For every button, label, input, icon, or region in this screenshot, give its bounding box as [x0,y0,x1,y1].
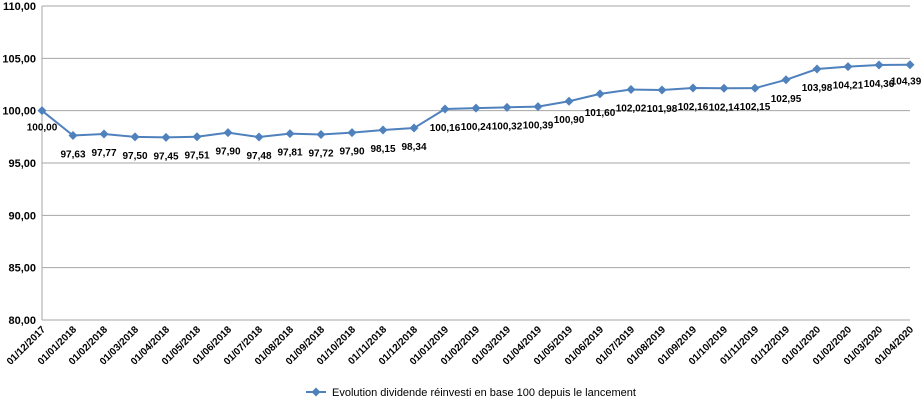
data-point [874,60,884,70]
data-point [626,85,636,95]
data-label: 100,00 [27,123,58,134]
data-point [843,62,853,72]
data-label: 98,34 [401,142,426,153]
data-label: 97,72 [308,149,333,160]
data-point [130,132,140,142]
x-axis-ticks: 01/12/201701/01/201801/02/201801/03/2018… [5,324,916,367]
data-label: 98,15 [370,144,395,155]
data-label: 104,36 [864,79,895,90]
y-tick-label: 110,00 [3,1,36,13]
data-label: 102,16 [678,102,709,113]
data-label: 97,51 [184,151,209,162]
data-point [595,89,605,99]
data-point [316,130,326,140]
data-label: 102,14 [709,102,740,113]
data-point [37,106,47,116]
data-point [471,103,481,113]
data-point [192,132,202,142]
gridlines [42,5,910,321]
data-point [719,83,729,93]
data-label: 97,63 [60,149,85,160]
data-label: 102,15 [740,102,771,113]
data-point [409,123,419,133]
data-point [781,75,791,85]
data-label: 100,90 [554,115,585,126]
data-label: 97,90 [339,147,364,158]
data-label: 101,60 [585,108,616,119]
legend-entry: Evolution dividende réinvesti en base 10… [332,387,636,399]
data-label: 97,50 [122,151,147,162]
data-point [564,96,574,106]
data-labels: 100,00 97,63 97,77 97,50 97,45 97,51 97,90 97,4… [27,77,921,163]
y-tick-label: 85,00 [8,263,36,275]
y-tick-label: 100,00 [2,106,36,118]
data-label: 97,90 [215,147,240,158]
data-label: 102,02 [616,104,647,115]
data-point [688,83,698,93]
data-point [378,125,388,135]
data-label: 97,77 [91,148,116,159]
data-label: 97,48 [246,151,271,162]
y-tick-label: 95,00 [8,158,36,170]
y-axis-ticks: 80,00 85,00 90,00 95,00 100,00 105,00 110,00 [2,1,36,327]
data-point [750,83,760,93]
data-label: 100,24 [461,122,492,133]
data-point [223,128,233,138]
data-label: 104,21 [833,81,864,92]
data-point [657,85,667,95]
data-point [440,104,450,114]
data-point [905,60,915,70]
legend: Evolution dividende réinvesti en base 10… [306,387,636,399]
data-label: 104,39 [891,77,921,88]
data-label: 101,98 [647,104,678,115]
y-tick-label: 105,00 [2,53,36,65]
data-point [68,130,78,140]
data-point [812,64,822,74]
data-point [347,128,357,138]
data-label: 97,45 [153,151,178,162]
y-tick-label: 80,00 [8,315,36,327]
data-point [502,102,512,112]
data-label: 103,98 [802,83,833,94]
data-label: 97,81 [277,148,302,159]
data-point [161,132,171,142]
data-label: 102,95 [771,94,802,105]
data-point [533,102,543,112]
y-tick-label: 90,00 [8,210,36,222]
data-label: 100,32 [492,121,523,132]
legend-swatch-marker [311,387,321,397]
data-point [254,132,264,142]
data-label: 100,16 [430,123,461,134]
axes [41,6,910,321]
data-point [285,129,295,139]
series-line [37,60,915,142]
data-point [99,129,109,139]
data-label: 100,39 [523,121,554,132]
